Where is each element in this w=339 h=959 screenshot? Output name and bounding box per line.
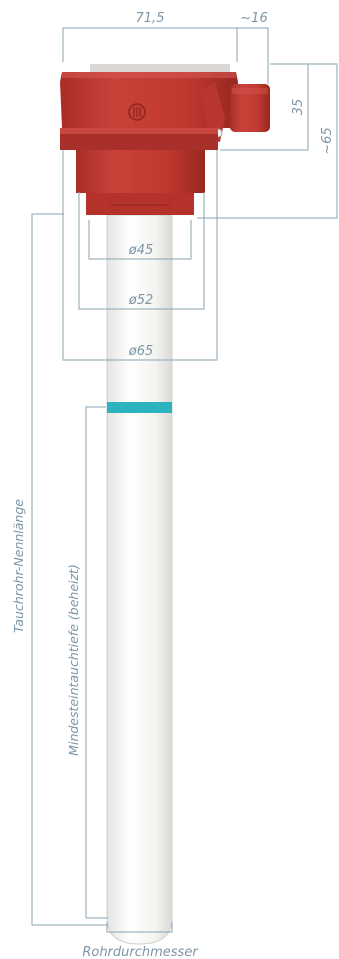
label-min-immersion: Mindesteintauchtiefe (beheizt) bbox=[66, 564, 81, 756]
label-head-height: 35 bbox=[291, 99, 306, 116]
label-connector-width: ~16 bbox=[240, 11, 267, 26]
label-nominal-length: Tauchrohr-Nennlänge bbox=[11, 499, 26, 633]
red-connection-head bbox=[60, 64, 270, 215]
immersion-tube bbox=[106, 214, 173, 945]
brand-logo-icon bbox=[128, 103, 146, 121]
cable-connector bbox=[200, 82, 270, 142]
label-total-height: ~65 bbox=[320, 127, 335, 154]
label-diameter-65: ø65 bbox=[128, 344, 154, 359]
label-width-top: 71,5 bbox=[136, 11, 165, 26]
label-tube-diameter: Rohrdurchmesser bbox=[82, 945, 199, 959]
label-diameter-52: ø52 bbox=[128, 293, 154, 308]
label-diameter-45: ø45 bbox=[128, 243, 154, 258]
min-immersion-band bbox=[107, 402, 172, 413]
dimension-lines bbox=[31, 27, 338, 933]
